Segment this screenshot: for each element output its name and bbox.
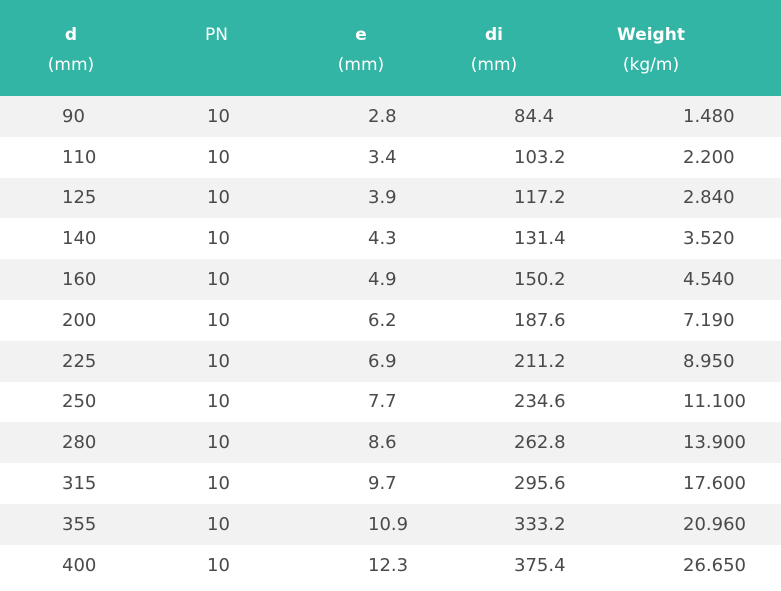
header-weight: Weight (kg/m)	[606, 0, 781, 96]
cell-di: 103.2	[514, 146, 566, 168]
header-d-unit: (mm)	[47, 55, 95, 75]
table-row: 160 10 4.9 150.2 4.540	[0, 259, 781, 300]
cell-e: 2.8	[368, 105, 397, 127]
cell-pn: 10	[207, 391, 230, 413]
cell-d: 280	[62, 432, 97, 454]
cell-d: 225	[62, 350, 97, 372]
table-row: 280 10 8.6 262.8 13.900	[0, 422, 781, 464]
cell-pn: 10	[207, 432, 230, 454]
header-di-unit: (mm)	[470, 55, 518, 75]
table-row: 200 10 6.2 187.6 7.190	[0, 299, 781, 341]
cell-weight: 13.900	[683, 432, 746, 454]
table-row: 125 10 3.9 117.2 2.840	[0, 177, 781, 219]
table-row: 315 10 9.7 295.6 17.600	[0, 463, 781, 504]
cell-pn: 10	[207, 309, 230, 331]
header-pn-label: PN	[205, 25, 228, 45]
header-d: d (mm)	[0, 0, 151, 96]
cell-weight: 17.600	[683, 473, 746, 495]
cell-weight: 2.200	[683, 146, 735, 168]
header-pn: PN	[151, 0, 301, 96]
table-body: 90 10 2.8 84.4 1.480 110 10 3.4 103.2 2.200 125 10 3…	[0, 96, 781, 586]
header-row: d (mm) PN e (mm) di (mm) Weight (kg/m)	[0, 0, 781, 96]
cell-weight: 8.950	[683, 350, 735, 372]
cell-e: 9.7	[368, 473, 397, 495]
table-row: 400 10 12.3 375.4 26.650	[0, 544, 781, 586]
cell-di: 187.6	[514, 309, 566, 331]
cell-weight: 7.190	[683, 309, 735, 331]
cell-d: 125	[62, 187, 97, 209]
cell-di: 117.2	[514, 187, 566, 209]
header-weight-label: Weight	[617, 25, 685, 45]
cell-di: 262.8	[514, 432, 566, 454]
cell-weight: 1.480	[683, 105, 735, 127]
cell-e: 10.9	[368, 513, 409, 535]
table-row: 110 10 3.4 103.2 2.200	[0, 136, 781, 178]
cell-di: 84.4	[514, 105, 555, 127]
cell-d: 250	[62, 391, 97, 413]
cell-weight: 2.840	[683, 187, 735, 209]
table-row: 225 10 6.9 211.2 8.950	[0, 340, 781, 382]
cell-pn: 10	[207, 146, 230, 168]
cell-pn: 10	[207, 473, 230, 495]
cell-di: 211.2	[514, 350, 566, 372]
cell-pn: 10	[207, 269, 230, 291]
cell-d: 160	[62, 269, 97, 291]
table-row: 140 10 4.3 131.4 3.520	[0, 218, 781, 260]
cell-di: 295.6	[514, 473, 566, 495]
cell-d: 355	[62, 513, 97, 535]
cell-d: 315	[62, 473, 97, 495]
cell-di: 333.2	[514, 513, 566, 535]
cell-e: 3.4	[368, 146, 397, 168]
cell-weight: 26.650	[683, 554, 746, 576]
cell-weight: 4.540	[683, 269, 735, 291]
cell-e: 8.6	[368, 432, 397, 454]
cell-d: 200	[62, 309, 97, 331]
cell-weight: 3.520	[683, 228, 735, 250]
cell-di: 131.4	[514, 228, 566, 250]
table-header: d (mm) PN e (mm) di (mm) Weight (kg/m)	[0, 0, 781, 96]
cell-e: 12.3	[368, 554, 409, 576]
table-row: 250 10 7.7 234.6 11.100	[0, 381, 781, 423]
cell-e: 6.2	[368, 309, 397, 331]
cell-di: 375.4	[514, 554, 566, 576]
cell-pn: 10	[207, 350, 230, 372]
header-d-label: d	[64, 25, 78, 45]
cell-weight: 20.960	[683, 513, 746, 535]
cell-pn: 10	[207, 554, 230, 576]
cell-e: 6.9	[368, 350, 397, 372]
header-e: e (mm)	[301, 0, 454, 96]
cell-d: 140	[62, 228, 97, 250]
header-di-label: di	[485, 25, 503, 45]
header-e-unit: (mm)	[337, 55, 385, 75]
header-e-label: e	[355, 25, 367, 45]
cell-e: 4.9	[368, 269, 397, 291]
header-weight-unit: (kg/m)	[622, 55, 680, 75]
cell-di: 150.2	[514, 269, 566, 291]
cell-di: 234.6	[514, 391, 566, 413]
cell-d: 110	[62, 146, 97, 168]
header-di: di (mm)	[454, 0, 606, 96]
cell-e: 3.9	[368, 187, 397, 209]
table-row: 90 10 2.8 84.4 1.480	[0, 96, 781, 137]
cell-pn: 10	[207, 513, 230, 535]
cell-pn: 10	[207, 228, 230, 250]
table-row: 355 10 10.9 333.2 20.960	[0, 503, 781, 545]
cell-d: 90	[62, 105, 85, 127]
cell-pn: 10	[207, 105, 230, 127]
cell-weight: 11.100	[683, 391, 746, 413]
cell-d: 400	[62, 554, 97, 576]
cell-e: 7.7	[368, 391, 397, 413]
cell-pn: 10	[207, 187, 230, 209]
cell-e: 4.3	[368, 228, 397, 250]
